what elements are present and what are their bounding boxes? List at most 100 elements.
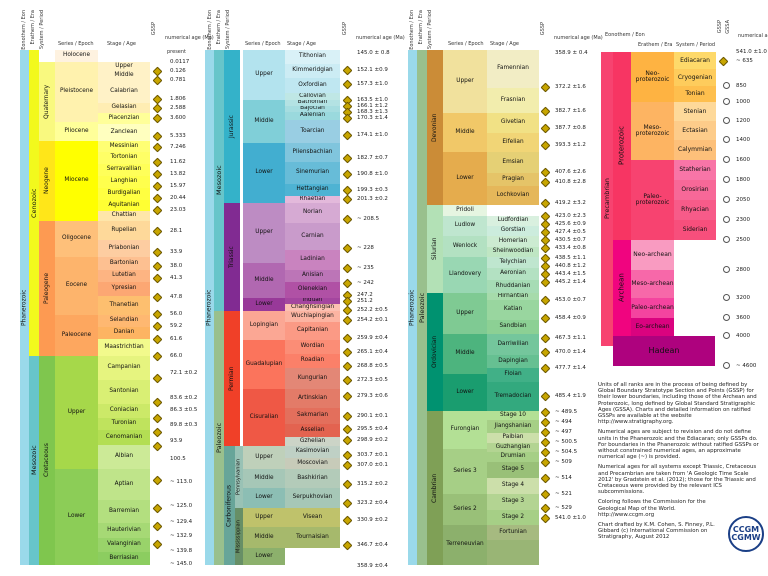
gssp-marker-icon [342, 263, 353, 274]
gssp-marker-icon [342, 540, 353, 551]
stage: Valanginian [98, 538, 150, 552]
stage: Lochkovian [487, 186, 539, 205]
age-label: 0.781 [170, 77, 186, 83]
age-label: 2500 [736, 237, 750, 243]
stage: Zanclean [98, 124, 150, 141]
stage: Floian [487, 368, 539, 382]
epoch: Upper [55, 356, 98, 469]
age-label: 145.0 ± 0.8 [357, 50, 390, 56]
gssp-marker-icon [540, 313, 551, 324]
gssp-marker-icon [540, 503, 551, 514]
header-system: System / Period [427, 10, 433, 50]
stage: Hirnantian [487, 293, 539, 300]
period: Statherian [674, 160, 716, 180]
gssp-marker-icon [152, 75, 163, 86]
gssa-clock-icon [723, 362, 730, 369]
stage: Changhsingian [285, 304, 340, 311]
stage: Asselian [285, 424, 340, 437]
gssa-clock-icon [723, 236, 730, 243]
gssa-clock-icon [723, 98, 730, 105]
gssp-marker-icon [540, 140, 551, 151]
gssp-marker-icon [152, 351, 163, 362]
stage: Aquitanian [98, 200, 150, 211]
gssp-marker-icon [540, 447, 551, 458]
era: Meso-archean [631, 270, 674, 298]
age-label: 166.1 ±1.2 [357, 103, 388, 109]
stage: Tournaisian [285, 527, 340, 548]
gssp-marker-icon [540, 363, 551, 374]
stage: Roadian [285, 354, 340, 368]
header-age: numerical age (Ma) [356, 35, 405, 41]
gssa-clock-icon [723, 156, 730, 163]
age-label: 254.2 ±0.1 [357, 317, 388, 323]
gssp-marker-icon [152, 521, 163, 532]
age-label: 61.6 [170, 336, 183, 342]
age-label: 1.806 [170, 96, 186, 102]
age-label: ~ 125.0 [170, 503, 193, 509]
age-label: 11.62 [170, 159, 186, 165]
era: Paleo-proterozoic [631, 160, 674, 240]
eon-phanerozoic: Phanerozoic [408, 50, 417, 565]
gssp-marker-icon [540, 489, 551, 500]
gssp-marker-icon [540, 123, 551, 134]
header-present: present [167, 49, 187, 55]
gssp-marker-icon [342, 391, 353, 402]
stage: Thanetian [98, 296, 150, 315]
stage: Turonian [98, 418, 150, 430]
age-label: ~ 4600 [736, 363, 757, 369]
gssp-marker-icon [342, 315, 353, 326]
header-stage: Stage / Age [107, 41, 136, 47]
eon-proterozoic: Proterozoic [613, 52, 631, 240]
epoch: Oligocene [55, 221, 98, 257]
age-label: 541.0 ±1.0 [555, 515, 586, 521]
gssp-marker-icon [342, 375, 353, 386]
stage: Stage 2 [487, 510, 539, 525]
epoch: Lopingian [243, 311, 285, 340]
stage: Aeronian [487, 268, 539, 280]
period-cambrian: Cambrian [427, 411, 443, 565]
stage: Ypresian [98, 282, 150, 296]
age-label: ~ 521 [555, 491, 572, 497]
gssp-marker-icon [342, 460, 353, 471]
header-gssp: GSSP [717, 20, 723, 34]
gssp-marker-icon [152, 142, 163, 153]
header-eonothem: Eonothem / Eon [21, 10, 27, 50]
gssp-marker-icon [540, 277, 551, 288]
gssp-marker-icon [342, 333, 353, 344]
eon-hadean: Hadean [613, 336, 715, 366]
age-label: ~ 635 [736, 58, 753, 64]
age-label: 252.2 ±0.5 [357, 307, 388, 313]
age-label: 407.6 ±2.6 [555, 169, 586, 175]
stage: Serpukhovian [285, 488, 340, 508]
epoch: Upper [243, 446, 285, 469]
stage: Frasnian [487, 88, 539, 113]
gssp-marker-icon [342, 498, 353, 509]
age-label: 467.3 ±1.1 [555, 335, 586, 341]
era: Meso-proterozoic [631, 102, 674, 160]
age-label: 100.5 [170, 456, 186, 462]
gssa-clock-icon [723, 216, 730, 223]
header-age: numerical age (Ma) [554, 35, 603, 41]
eon-archean: Archean [613, 240, 631, 336]
gssa-clock-icon [723, 332, 730, 339]
stage: Bajocian [285, 106, 340, 112]
note-gssp: Units of all ranks are in the process of… [598, 382, 757, 426]
epoch: Lower [243, 488, 285, 508]
epoch: Furongian [443, 411, 487, 449]
gssa-clock-icon [723, 176, 730, 183]
epoch: Middle [243, 263, 285, 298]
age-label: 298.9 ±0.2 [357, 437, 388, 443]
stage: Pliensbachian [285, 143, 340, 162]
age-label: 358.9 ±0.4 [357, 563, 388, 569]
epoch: Middle [243, 100, 285, 143]
gssa-clock-icon [723, 117, 730, 124]
stage: Burdigalian [98, 188, 150, 200]
gssp-marker-icon [342, 169, 353, 180]
gssa-clock-icon [723, 314, 730, 321]
epoch: Middle [443, 113, 487, 152]
stage: Dapingian [487, 355, 539, 368]
gssp-marker-icon [342, 515, 353, 526]
epoch: Middle [443, 334, 487, 374]
age-label: ~ 228 [357, 245, 374, 251]
gssa-clock-icon [723, 294, 730, 301]
